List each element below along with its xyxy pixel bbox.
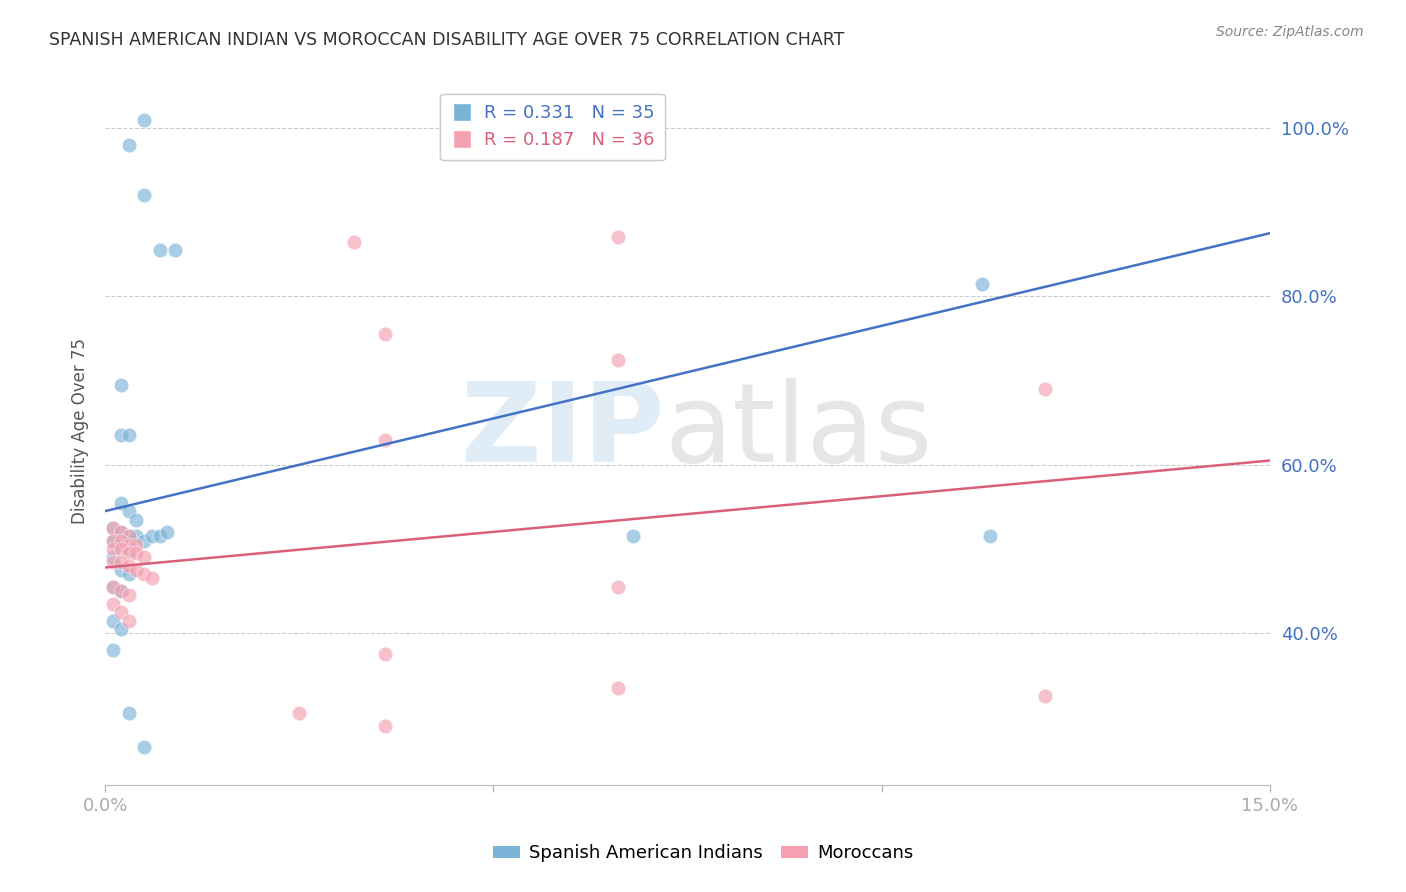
Point [117, 529, 139, 543]
Point [125, 563, 148, 577]
Point [110, 584, 132, 599]
Point [343, 235, 366, 249]
Point [374, 647, 396, 661]
Point [132, 739, 155, 754]
Point [110, 428, 132, 442]
Point [117, 614, 139, 628]
Point [165, 243, 187, 257]
Point [110, 525, 132, 540]
Point [374, 327, 396, 342]
Point [101, 550, 124, 565]
Text: Source: ZipAtlas.com: Source: ZipAtlas.com [1216, 25, 1364, 39]
Point [606, 580, 628, 594]
Point [979, 529, 1001, 543]
Legend: R = 0.331   N = 35, R = 0.187   N = 36: R = 0.331 N = 35, R = 0.187 N = 36 [440, 94, 665, 161]
Text: SPANISH AMERICAN INDIAN VS MOROCCAN DISABILITY AGE OVER 75 CORRELATION CHART: SPANISH AMERICAN INDIAN VS MOROCCAN DISA… [49, 31, 845, 49]
Point [141, 529, 163, 543]
Point [101, 580, 124, 594]
Point [110, 538, 132, 552]
Point [117, 706, 139, 721]
Point [110, 377, 132, 392]
Point [117, 588, 139, 602]
Point [117, 546, 139, 560]
Point [117, 504, 139, 518]
Point [156, 525, 179, 540]
Point [101, 533, 124, 548]
Point [117, 538, 139, 552]
Point [110, 605, 132, 619]
Point [110, 584, 132, 599]
Text: ZIP: ZIP [461, 377, 664, 484]
Point [117, 558, 139, 573]
Text: atlas: atlas [664, 377, 932, 484]
Point [101, 580, 124, 594]
Point [101, 541, 124, 556]
Point [101, 555, 124, 569]
Point [101, 533, 124, 548]
Point [101, 643, 124, 657]
Point [110, 555, 132, 569]
Point [1033, 382, 1056, 396]
Point [125, 546, 148, 560]
Point [1033, 690, 1056, 704]
Point [110, 563, 132, 577]
Point [125, 512, 148, 526]
Point [141, 571, 163, 585]
Point [101, 521, 124, 535]
Point [117, 541, 139, 556]
Point [117, 137, 139, 152]
Point [374, 433, 396, 447]
Point [110, 525, 132, 540]
Point [606, 230, 628, 244]
Point [621, 529, 644, 543]
Legend: Spanish American Indians, Moroccans: Spanish American Indians, Moroccans [485, 838, 921, 870]
Y-axis label: Disability Age Over 75: Disability Age Over 75 [72, 338, 89, 524]
Point [101, 614, 124, 628]
Point [101, 521, 124, 535]
Point [972, 277, 994, 291]
Point [132, 112, 155, 127]
Point [125, 538, 148, 552]
Point [132, 533, 155, 548]
Point [110, 496, 132, 510]
Point [288, 706, 311, 721]
Point [110, 541, 132, 556]
Point [125, 529, 148, 543]
Point [117, 428, 139, 442]
Point [606, 681, 628, 695]
Point [148, 529, 170, 543]
Point [110, 622, 132, 636]
Point [374, 719, 396, 733]
Point [101, 597, 124, 611]
Point [132, 550, 155, 565]
Point [606, 352, 628, 367]
Point [110, 533, 132, 548]
Point [117, 529, 139, 543]
Point [117, 567, 139, 582]
Point [148, 243, 170, 257]
Point [132, 188, 155, 202]
Point [132, 567, 155, 582]
